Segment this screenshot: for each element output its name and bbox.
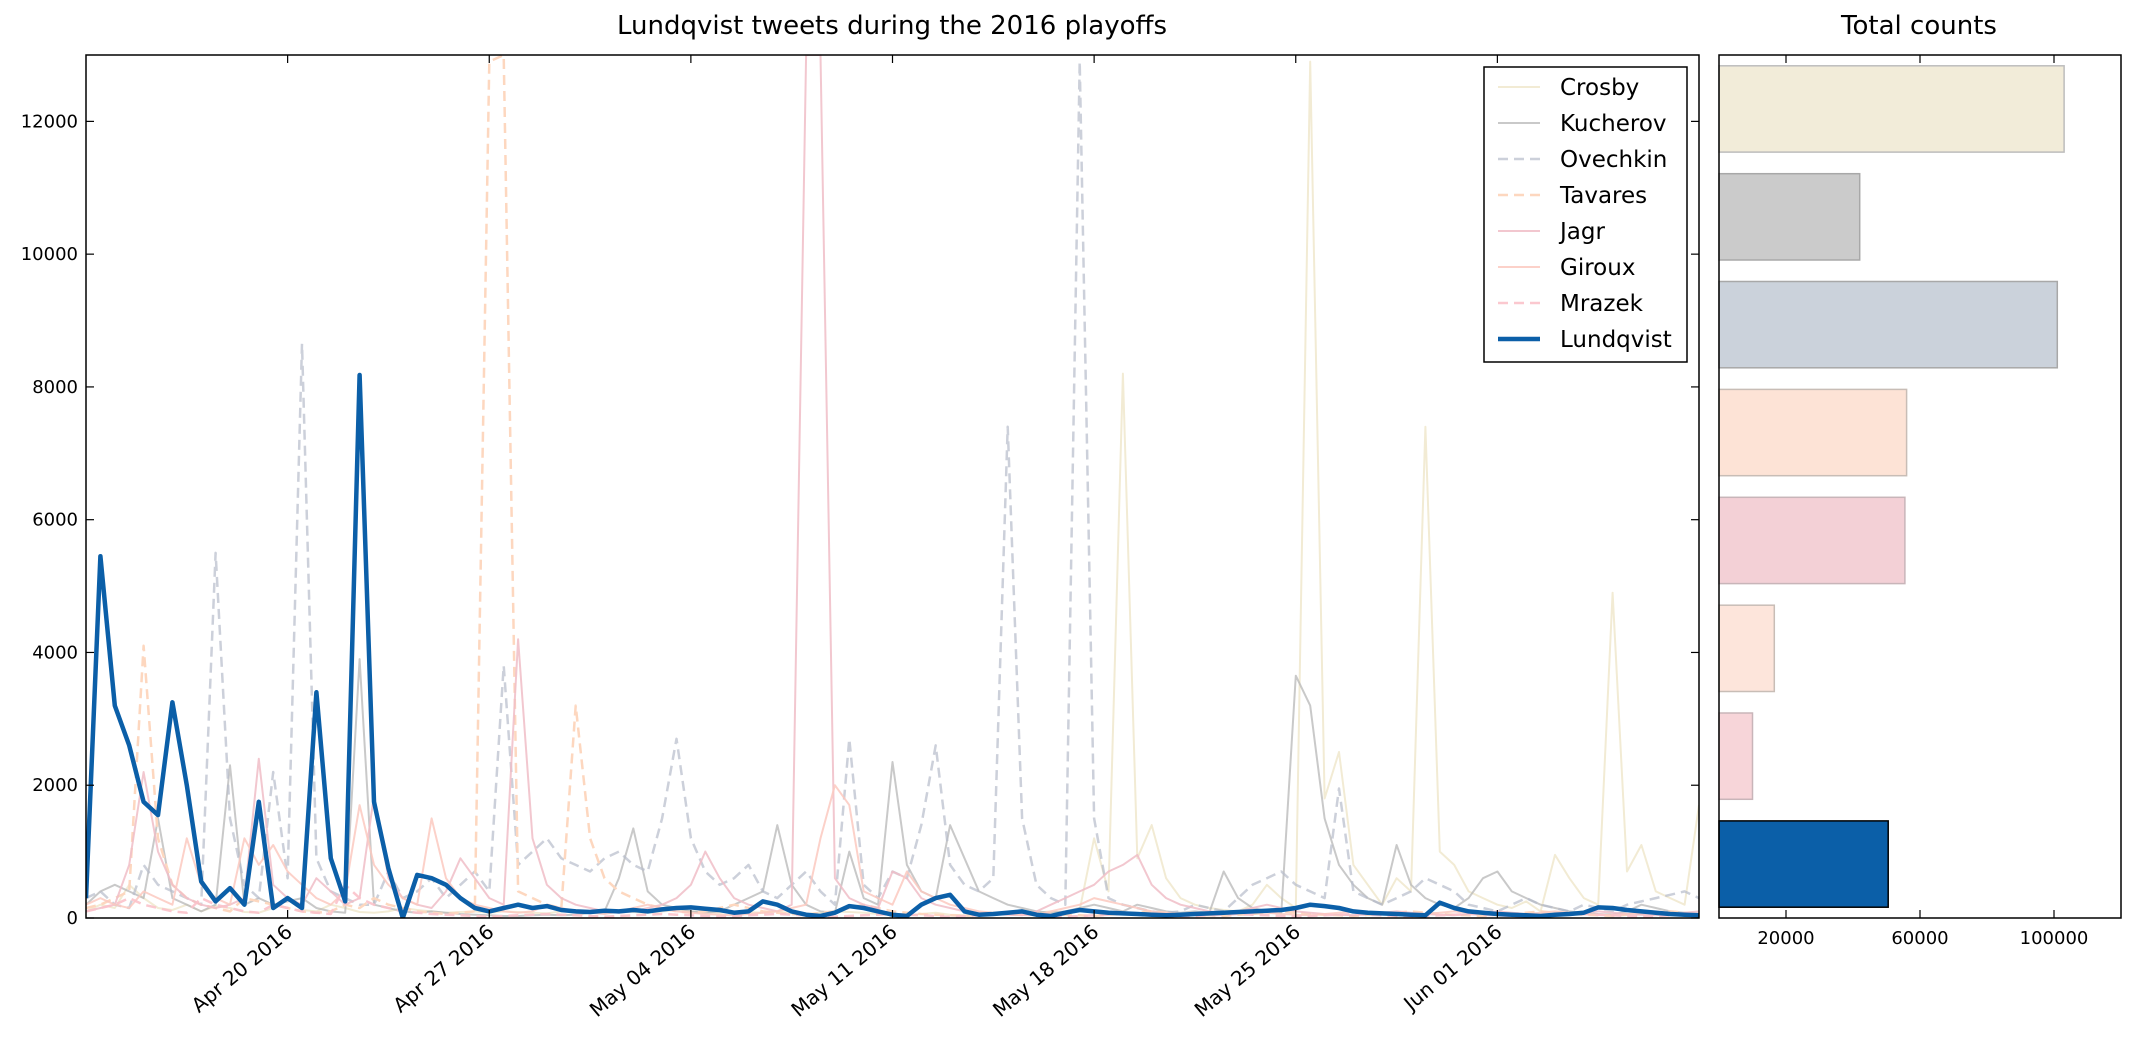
y-tick-label: 10000 <box>21 244 78 265</box>
line-chart: Lundqvist tweets during the 2016 playoff… <box>21 11 1700 1022</box>
y-tick-label: 0 <box>67 908 78 929</box>
bar-chart: Total counts 20000 60000 100000 <box>1718 11 2122 949</box>
line-series-group <box>86 55 1699 918</box>
y-tick-label: 12000 <box>21 111 78 132</box>
bars-group <box>1718 65 2065 908</box>
bar-lundqvist <box>1718 820 1889 908</box>
bar-x-tick-label: 20000 <box>1757 928 1814 949</box>
y-tick-label: 4000 <box>32 642 78 663</box>
line-plot-frame <box>85 54 1700 919</box>
line-chart-title: Lundqvist tweets during the 2016 playoff… <box>617 11 1167 41</box>
bar-mrazek <box>1718 712 1754 801</box>
bar-jagr <box>1718 496 1906 585</box>
legend-label-giroux: Giroux <box>1560 255 1635 281</box>
legend-label-mrazek: Mrazek <box>1560 291 1644 317</box>
y-tick-label: 2000 <box>32 775 78 796</box>
legend-label-crosby: Crosby <box>1560 75 1639 101</box>
bar-tavares <box>1718 388 1908 477</box>
legend-frame <box>1483 66 1688 363</box>
legend-label-ovechkin: Ovechkin <box>1560 147 1667 173</box>
bar-x-tick-label: 60000 <box>1891 928 1948 949</box>
bar-giroux <box>1718 604 1776 693</box>
bar-kucherov <box>1718 172 1861 261</box>
x-tick-label: May 18 2016 <box>988 919 1103 1021</box>
x-tick-label: Jun 01 2016 <box>1397 919 1506 1016</box>
legend-label-lundqvist: Lundqvist <box>1560 327 1672 353</box>
bar-chart-title: Total counts <box>1840 11 1997 41</box>
legend: Crosby Kucherov Ovechkin Tavares Jagr Giroux M… <box>1483 66 1688 363</box>
x-tick-label: May 11 2016 <box>786 919 901 1021</box>
bar-ovechkin <box>1718 280 2059 369</box>
x-tick-label: Apr 20 2016 <box>187 919 297 1017</box>
bar-crosby <box>1718 65 2065 153</box>
x-tick-label: May 04 2016 <box>585 919 700 1021</box>
line-y-axis: 0 2000 4000 6000 8000 10000 12000 <box>21 111 1699 929</box>
x-tick-label: Apr 27 2016 <box>388 919 498 1017</box>
y-tick-label: 8000 <box>32 377 78 398</box>
series-line-crosby <box>86 60 1699 917</box>
series-line-lundqvist <box>86 372 1699 918</box>
legend-label-kucherov: Kucherov <box>1560 111 1667 137</box>
series-line-ovechkin <box>86 60 1699 914</box>
legend-label-tavares: Tavares <box>1559 183 1647 209</box>
series-line-jagr <box>86 55 1699 917</box>
bar-x-axis: 20000 60000 100000 <box>1757 55 2088 949</box>
series-line-kucherov <box>86 658 1699 917</box>
legend-label-jagr: Jagr <box>1558 219 1605 245</box>
series-line-tavares <box>86 55 1699 918</box>
bar-x-tick-label: 100000 <box>2020 928 2089 949</box>
y-tick-label: 6000 <box>32 510 78 531</box>
x-tick-label: May 25 2016 <box>1190 919 1305 1021</box>
